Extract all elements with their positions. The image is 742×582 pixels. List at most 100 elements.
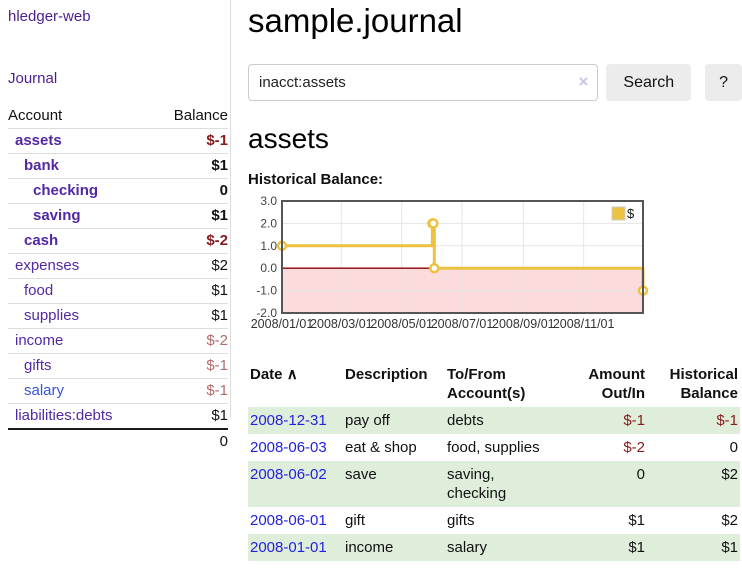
balance-chart: $3.0 2.0 1.0 0.0 -1.0 -2.0 2008/01/01 2008/03/0… — [248, 193, 742, 340]
date-cell: 2008-12-31 — [248, 407, 343, 434]
account-name-cell: expenses — [8, 253, 153, 279]
account-heading: assets — [248, 123, 329, 154]
account-name-cell: income — [8, 328, 153, 354]
svg-text:3.0: 3.0 — [260, 194, 277, 208]
svg-text:2008/01/01: 2008/01/01 — [251, 317, 314, 331]
account-balance: $1 — [152, 278, 228, 304]
transaction-row: 2008-06-01 gift gifts $1 $2 — [248, 507, 740, 534]
account-balance: $2 — [152, 253, 228, 279]
transaction-date-link[interactable]: 2008-01-01 — [250, 539, 327, 556]
balance-cell: $-1 — [647, 407, 740, 434]
main-content: sample.journal × Search ? assets Histori… — [248, 0, 742, 561]
amount-cell: $1 — [565, 534, 647, 561]
sidebar-account-link[interactable]: checking — [33, 182, 99, 199]
sidebar-item-journal[interactable]: Journal — [8, 70, 58, 87]
help-button[interactable]: ? — [705, 64, 742, 101]
sidebar-account-link[interactable]: supplies — [24, 307, 80, 324]
sidebar-account-link[interactable]: saving — [33, 207, 81, 224]
account-name-cell: saving — [8, 203, 153, 229]
description-cell: eat & shop — [345, 439, 417, 456]
description-cell: income — [343, 534, 445, 561]
transaction-row: 2008-01-01 income salary $1 $1 — [248, 534, 740, 561]
sidebar-account-link[interactable]: gifts — [24, 357, 52, 374]
transaction-row: 2008-06-02 save saving, checking 0 $2 — [248, 461, 740, 507]
account-name-cell: gifts — [8, 353, 153, 379]
sidebar-account-link[interactable]: food — [24, 282, 54, 299]
account-balance: $-1 — [152, 353, 228, 379]
account-name-cell: supplies — [8, 303, 153, 329]
chart-svg: $3.0 2.0 1.0 0.0 -1.0 -2.02008/01/012008/03/0… — [251, 194, 649, 331]
svg-text:-2.0: -2.0 — [256, 306, 277, 320]
svg-text:2.0: 2.0 — [260, 216, 277, 230]
svg-text:0.0: 0.0 — [260, 261, 277, 275]
sidebar-account-link[interactable]: income — [15, 332, 64, 349]
transaction-date-link[interactable]: 2008-06-01 — [250, 512, 327, 529]
search-box: × — [248, 64, 599, 101]
balance-cell: 0 — [729, 439, 738, 456]
account-row: saving $1 — [8, 203, 228, 229]
sidebar-account-link[interactable]: bank — [24, 157, 60, 174]
svg-text:2008/09/01: 2008/09/01 — [492, 317, 555, 331]
transaction-row: 2008-06-03 eat & shop food, supplies $-2 0 — [248, 434, 740, 461]
date-cell: 2008-01-01 — [248, 534, 343, 561]
accounts-cell: saving, checking — [445, 461, 565, 507]
account-balance: 0 — [152, 178, 228, 204]
sidebar-account-link[interactable]: cash — [24, 232, 59, 249]
description-cell: gift — [345, 512, 366, 529]
amount-cell: $1 — [628, 512, 645, 529]
svg-text:$: $ — [627, 206, 635, 221]
account-balance: $-1 — [152, 378, 228, 404]
sidebar-account-link[interactable]: salary — [24, 382, 65, 399]
account-balance: $-1 — [152, 128, 228, 154]
accounts-cell: debts — [445, 407, 565, 434]
chart-title: Historical Balance: — [248, 171, 384, 188]
page-title: sample.journal — [248, 2, 463, 39]
accounts-total-value: 0 — [152, 428, 228, 454]
register-header-row: Date ∧ Description To/From Account(s) Am… — [248, 363, 740, 407]
account-name-cell: checking — [8, 178, 153, 204]
date-cell: 2008-06-02 — [248, 461, 343, 507]
accounts-header-balance: Balance — [152, 104, 228, 129]
amount-cell: 0 — [565, 461, 647, 507]
clear-search-icon[interactable]: × — [578, 72, 589, 91]
svg-text:2008/05/01: 2008/05/01 — [370, 317, 433, 331]
transaction-date-link[interactable]: 2008-06-02 — [250, 466, 327, 483]
app-title-link[interactable]: hledger-web — [8, 8, 91, 25]
sidebar-account-link[interactable]: liabilities:debts — [15, 407, 113, 424]
sidebar-account-link[interactable]: expenses — [15, 257, 80, 274]
account-balance: $1 — [152, 203, 228, 229]
amount-cell: $-2 — [623, 439, 645, 456]
register-header-date[interactable]: Date ∧ — [250, 366, 298, 383]
svg-text:2008/11/01: 2008/11/01 — [553, 317, 615, 331]
account-row: supplies $1 — [8, 303, 228, 329]
search-input[interactable] — [248, 64, 599, 101]
description-cell: pay off — [343, 407, 445, 434]
accounts-table: Account Balance assets $-1 bank $1 checking 0… — [8, 104, 228, 454]
accounts-cell: gifts — [447, 512, 475, 529]
balance-cell: $2 — [721, 512, 738, 529]
accounts-cell: salary — [445, 534, 565, 561]
account-balance: $1 — [152, 403, 228, 430]
register-header-accounts: To/From Account(s) — [447, 366, 526, 402]
search-button[interactable]: Search — [606, 64, 692, 101]
sidebar-account-link[interactable]: assets — [15, 132, 62, 149]
search-form: × Search ? — [248, 64, 742, 101]
balance-cell: $2 — [647, 461, 740, 507]
account-row: assets $-1 — [8, 128, 228, 154]
account-balance: $-2 — [152, 228, 228, 254]
svg-text:1.0: 1.0 — [260, 239, 277, 253]
accounts-header-row: Account Balance — [8, 104, 228, 129]
sort-ascending-icon: ∧ — [286, 366, 298, 383]
transaction-row: 2008-12-31 pay off debts $-1 $-1 — [248, 407, 740, 434]
account-name-cell: cash — [8, 228, 153, 254]
account-row: bank $1 — [8, 153, 228, 179]
transaction-date-link[interactable]: 2008-12-31 — [250, 412, 327, 429]
accounts-header-account: Account — [8, 104, 153, 129]
balance-cell: $1 — [647, 534, 740, 561]
account-row: liabilities:debts $1 — [8, 403, 228, 430]
account-name-cell: liabilities:debts — [8, 403, 153, 430]
transaction-date-link[interactable]: 2008-06-03 — [250, 439, 327, 456]
account-balance: $1 — [152, 153, 228, 179]
account-row: expenses $2 — [8, 253, 228, 279]
register-header-balance: Historical Balance — [669, 366, 738, 402]
